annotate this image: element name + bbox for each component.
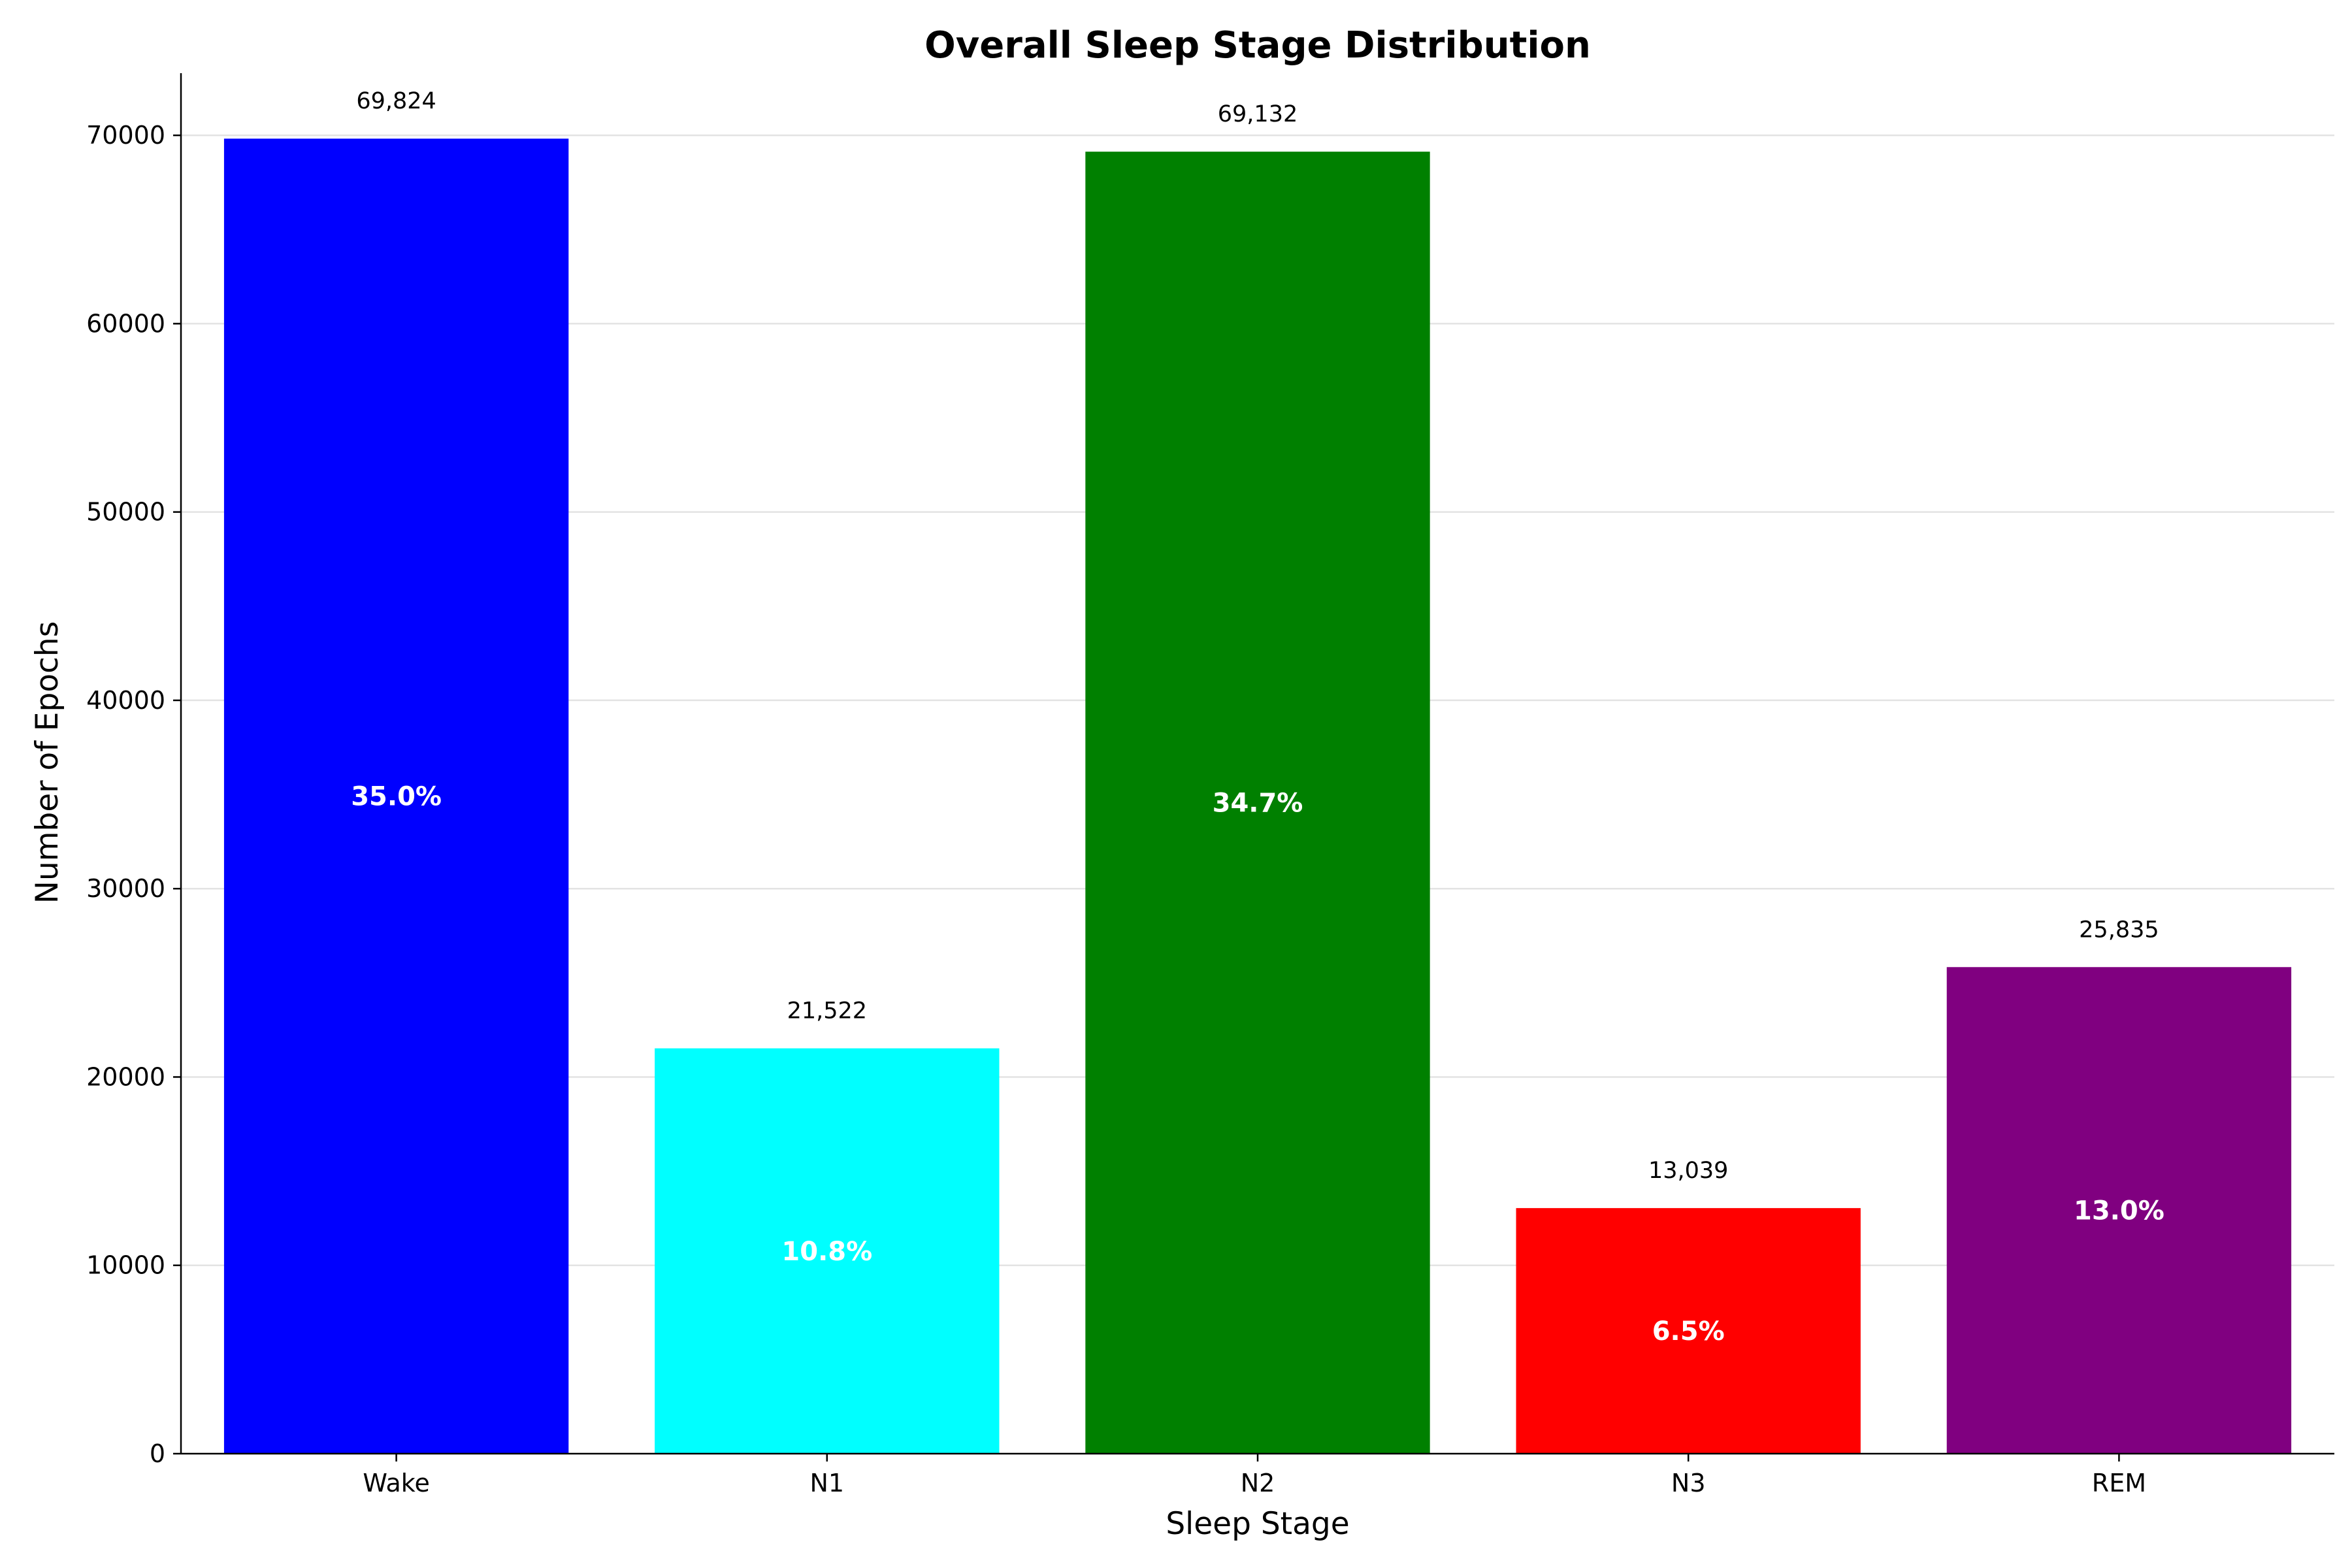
percent-label: 10.8% xyxy=(781,1237,872,1267)
percent-label: 13.0% xyxy=(2074,1196,2164,1226)
percent-label: 6.5% xyxy=(1652,1316,1725,1347)
percent-label: 34.7% xyxy=(1213,789,1303,819)
bars xyxy=(223,139,2292,1454)
bar-n2 xyxy=(1085,152,1430,1454)
y-tick-label: 0 xyxy=(150,1439,165,1468)
x-tick-label: Wake xyxy=(363,1469,429,1497)
axes: 0 10000 20000 30000 40000 50000 60000 70000 Wake… xyxy=(86,73,2334,1497)
y-tick-label: 30000 xyxy=(86,874,165,903)
x-axis-title: Sleep Stage xyxy=(1166,1506,1349,1542)
bar-rem xyxy=(1946,967,2292,1454)
y-tick-label: 40000 xyxy=(86,686,165,715)
x-tick-label: N1 xyxy=(809,1469,844,1497)
x-tick-label: N3 xyxy=(1671,1469,1706,1497)
bar-n1 xyxy=(655,1048,1000,1454)
y-axis-title: Number of Epochs xyxy=(29,621,65,904)
value-label: 21,522 xyxy=(787,998,867,1024)
bar-n3 xyxy=(1516,1208,1861,1454)
y-tick-label: 50000 xyxy=(86,498,165,527)
value-label: 25,835 xyxy=(2079,917,2159,943)
x-tick-label: REM xyxy=(2092,1469,2146,1497)
y-tick-label: 20000 xyxy=(86,1062,165,1091)
bar-wake xyxy=(223,139,569,1454)
value-label: 69,132 xyxy=(1218,101,1298,127)
y-tick-label: 70000 xyxy=(86,121,165,150)
value-label: 69,824 xyxy=(356,88,436,114)
percent-label: 35.0% xyxy=(351,782,442,812)
y-tick-label: 10000 xyxy=(86,1251,165,1280)
labels: 69,824 35.0% 21,522 10.8% 69,132 34.7% 13,039 6… xyxy=(351,88,2164,1347)
chart-title: Overall Sleep Stage Distribution xyxy=(924,24,1591,67)
y-tick-label: 60000 xyxy=(86,309,165,338)
value-label: 13,039 xyxy=(1648,1158,1728,1184)
x-tick-label: N2 xyxy=(1241,1469,1275,1497)
